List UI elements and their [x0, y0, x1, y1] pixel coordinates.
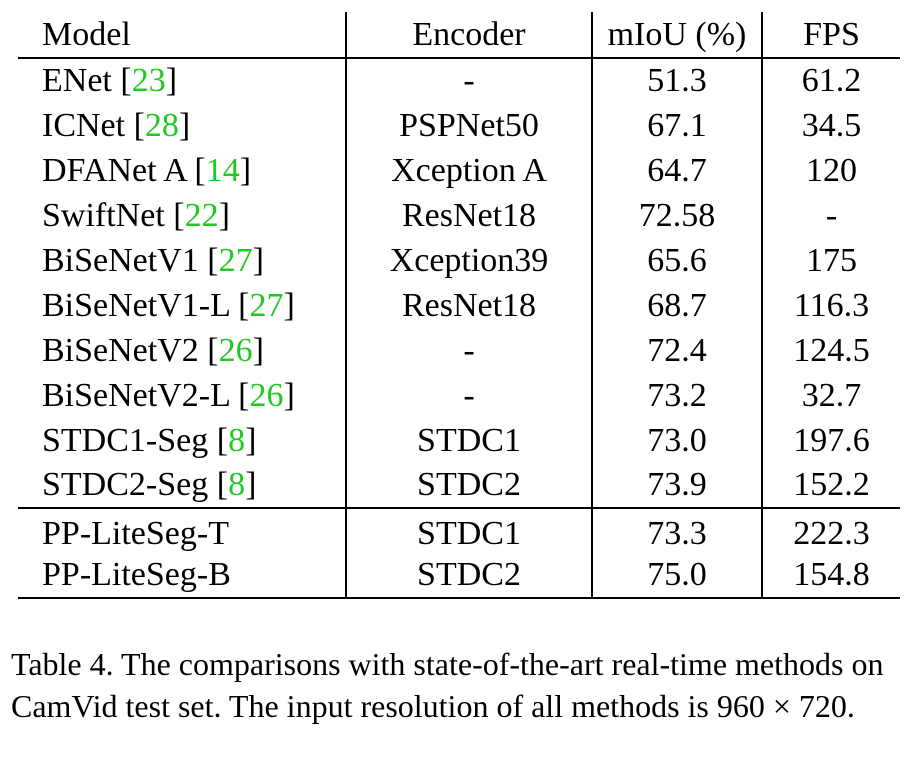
citation-link[interactable]: 8 — [228, 466, 246, 503]
table-row: STDC2-Seg [8] STDC2 73.9 152.2 — [18, 463, 900, 508]
model-name: BiSeNetV1-L — [42, 286, 230, 324]
encoder-cell: STDC1 — [345, 418, 592, 463]
model-cell: STDC2-Seg [8] — [42, 466, 257, 503]
proposed-methods: PP-LiteSeg-T STDC1 73.3 222.3 PP-LiteSeg… — [18, 507, 900, 598]
table-row: PP-LiteSeg-T STDC1 73.3 222.3 — [18, 507, 900, 553]
fps-cell: 197.6 — [761, 418, 900, 463]
citation-link[interactable]: 26 — [249, 376, 284, 414]
miou-cell: 51.3 — [591, 58, 762, 103]
miou-cell: 72.4 — [591, 328, 762, 373]
fps-cell: 120 — [761, 148, 900, 193]
miou-cell-best: 75.0 — [591, 553, 762, 598]
miou-cell: 65.6 — [591, 238, 762, 283]
model-cell: PP-LiteSeg-T — [18, 507, 346, 553]
encoder-cell: PSPNet50 — [345, 103, 592, 148]
fps-cell: 61.2 — [761, 58, 900, 103]
table-row: BiSeNetV1 [27] Xception39 65.6 175 — [18, 238, 900, 283]
model-cell: ENet [23] — [42, 62, 178, 99]
encoder-cell: ResNet18 — [345, 283, 592, 328]
miou-cell: 73.2 — [591, 373, 762, 418]
model-cell: STDC1-Seg [8] — [42, 421, 257, 459]
encoder-cell: STDC2 — [345, 463, 592, 508]
model-cell: PP-LiteSeg-B — [42, 556, 231, 593]
encoder-cell: - — [345, 328, 592, 373]
table-row: STDC1-Seg [8] STDC1 73.0 197.6 — [18, 418, 900, 463]
table-row: ENet [23] - 51.3 61.2 — [18, 58, 900, 103]
fps-cell: 154.8 — [761, 553, 900, 598]
fps-cell: 116.3 — [761, 283, 900, 328]
model-cell: BiSeNetV1 [27] — [42, 241, 264, 279]
citation-link[interactable]: 22 — [184, 196, 219, 234]
model-name: ICNet — [42, 106, 126, 144]
model-cell: SwiftNet [22] — [42, 196, 230, 234]
miou-cell: 67.1 — [591, 103, 762, 148]
encoder-cell: ResNet18 — [345, 193, 592, 238]
model-name: BiSeNetV2-L — [42, 376, 230, 414]
fps-cell: 175 — [761, 238, 900, 283]
model-name: ENet — [42, 62, 112, 99]
fps-cell: 32.7 — [761, 373, 900, 418]
header-miou: mIoU (%) — [591, 12, 762, 58]
results-table: Model Encoder mIoU (%) FPS ENet [23] - 5… — [18, 12, 900, 599]
table-row: BiSeNetV2 [26] - 72.4 124.5 — [18, 328, 900, 373]
model-name: BiSeNetV2 — [42, 331, 199, 369]
fps-cell: 152.2 — [761, 463, 900, 508]
fps-cell-best: 222.3 — [761, 507, 900, 553]
model-name: SwiftNet — [42, 196, 165, 234]
table-row: DFANet A [14] Xception A 64.7 120 — [18, 148, 900, 193]
table-row: ICNet [28] PSPNet50 67.1 34.5 — [18, 103, 900, 148]
model-cell: BiSeNetV2-L [26] — [42, 376, 295, 414]
table-row: BiSeNetV1-L [27] ResNet18 68.7 116.3 — [18, 283, 900, 328]
citation-link[interactable]: 26 — [218, 331, 253, 369]
fps-cell: 34.5 — [761, 103, 900, 148]
header-row: Model Encoder mIoU (%) FPS — [18, 12, 900, 58]
fps-cell: 124.5 — [761, 328, 900, 373]
encoder-cell: Xception A — [345, 148, 592, 193]
model-name: DFANet A — [42, 151, 186, 189]
encoder-cell: - — [345, 373, 592, 418]
model-cell: ICNet [28] — [42, 106, 191, 144]
citation-link[interactable]: 27 — [218, 241, 253, 279]
model-cell: DFANet A [14] — [42, 151, 252, 189]
table-caption: Table 4. The comparisons with state-of-t… — [11, 646, 884, 724]
table-row: SwiftNet [22] ResNet18 72.58 - — [18, 193, 900, 238]
miou-cell: 73.0 — [591, 418, 762, 463]
encoder-cell: Xception39 — [345, 238, 592, 283]
model-cell: BiSeNetV2 [26] — [42, 331, 264, 369]
miou-cell: 72.58 — [591, 193, 762, 238]
header-fps: FPS — [761, 12, 900, 58]
citation-link[interactable]: 14 — [205, 151, 240, 189]
citation-link[interactable]: 23 — [131, 62, 166, 99]
table-row: PP-LiteSeg-B STDC2 75.0 154.8 — [18, 553, 900, 598]
model-name: BiSeNetV1 — [42, 241, 199, 279]
model-cell: BiSeNetV1-L [27] — [42, 286, 295, 324]
miou-cell: 68.7 — [591, 283, 762, 328]
fps-cell: - — [761, 193, 900, 238]
miou-cell: 73.9 — [591, 463, 762, 508]
header-model: Model — [42, 15, 131, 53]
model-name: STDC1-Seg — [42, 421, 209, 459]
citation-link[interactable]: 28 — [144, 106, 179, 144]
header-encoder: Encoder — [345, 12, 592, 58]
miou-cell: 64.7 — [591, 148, 762, 193]
baseline-methods: ENet [23] - 51.3 61.2 ICNet [28] PSPNet5… — [18, 58, 900, 508]
encoder-cell: STDC1 — [345, 507, 592, 553]
citation-link[interactable]: 27 — [249, 286, 284, 324]
table-row: BiSeNetV2-L [26] - 73.2 32.7 — [18, 373, 900, 418]
encoder-cell: - — [345, 58, 592, 103]
citation-link[interactable]: 8 — [228, 421, 246, 459]
model-name: STDC2-Seg — [42, 466, 209, 503]
encoder-cell: STDC2 — [345, 553, 592, 598]
miou-cell: 73.3 — [591, 507, 762, 553]
